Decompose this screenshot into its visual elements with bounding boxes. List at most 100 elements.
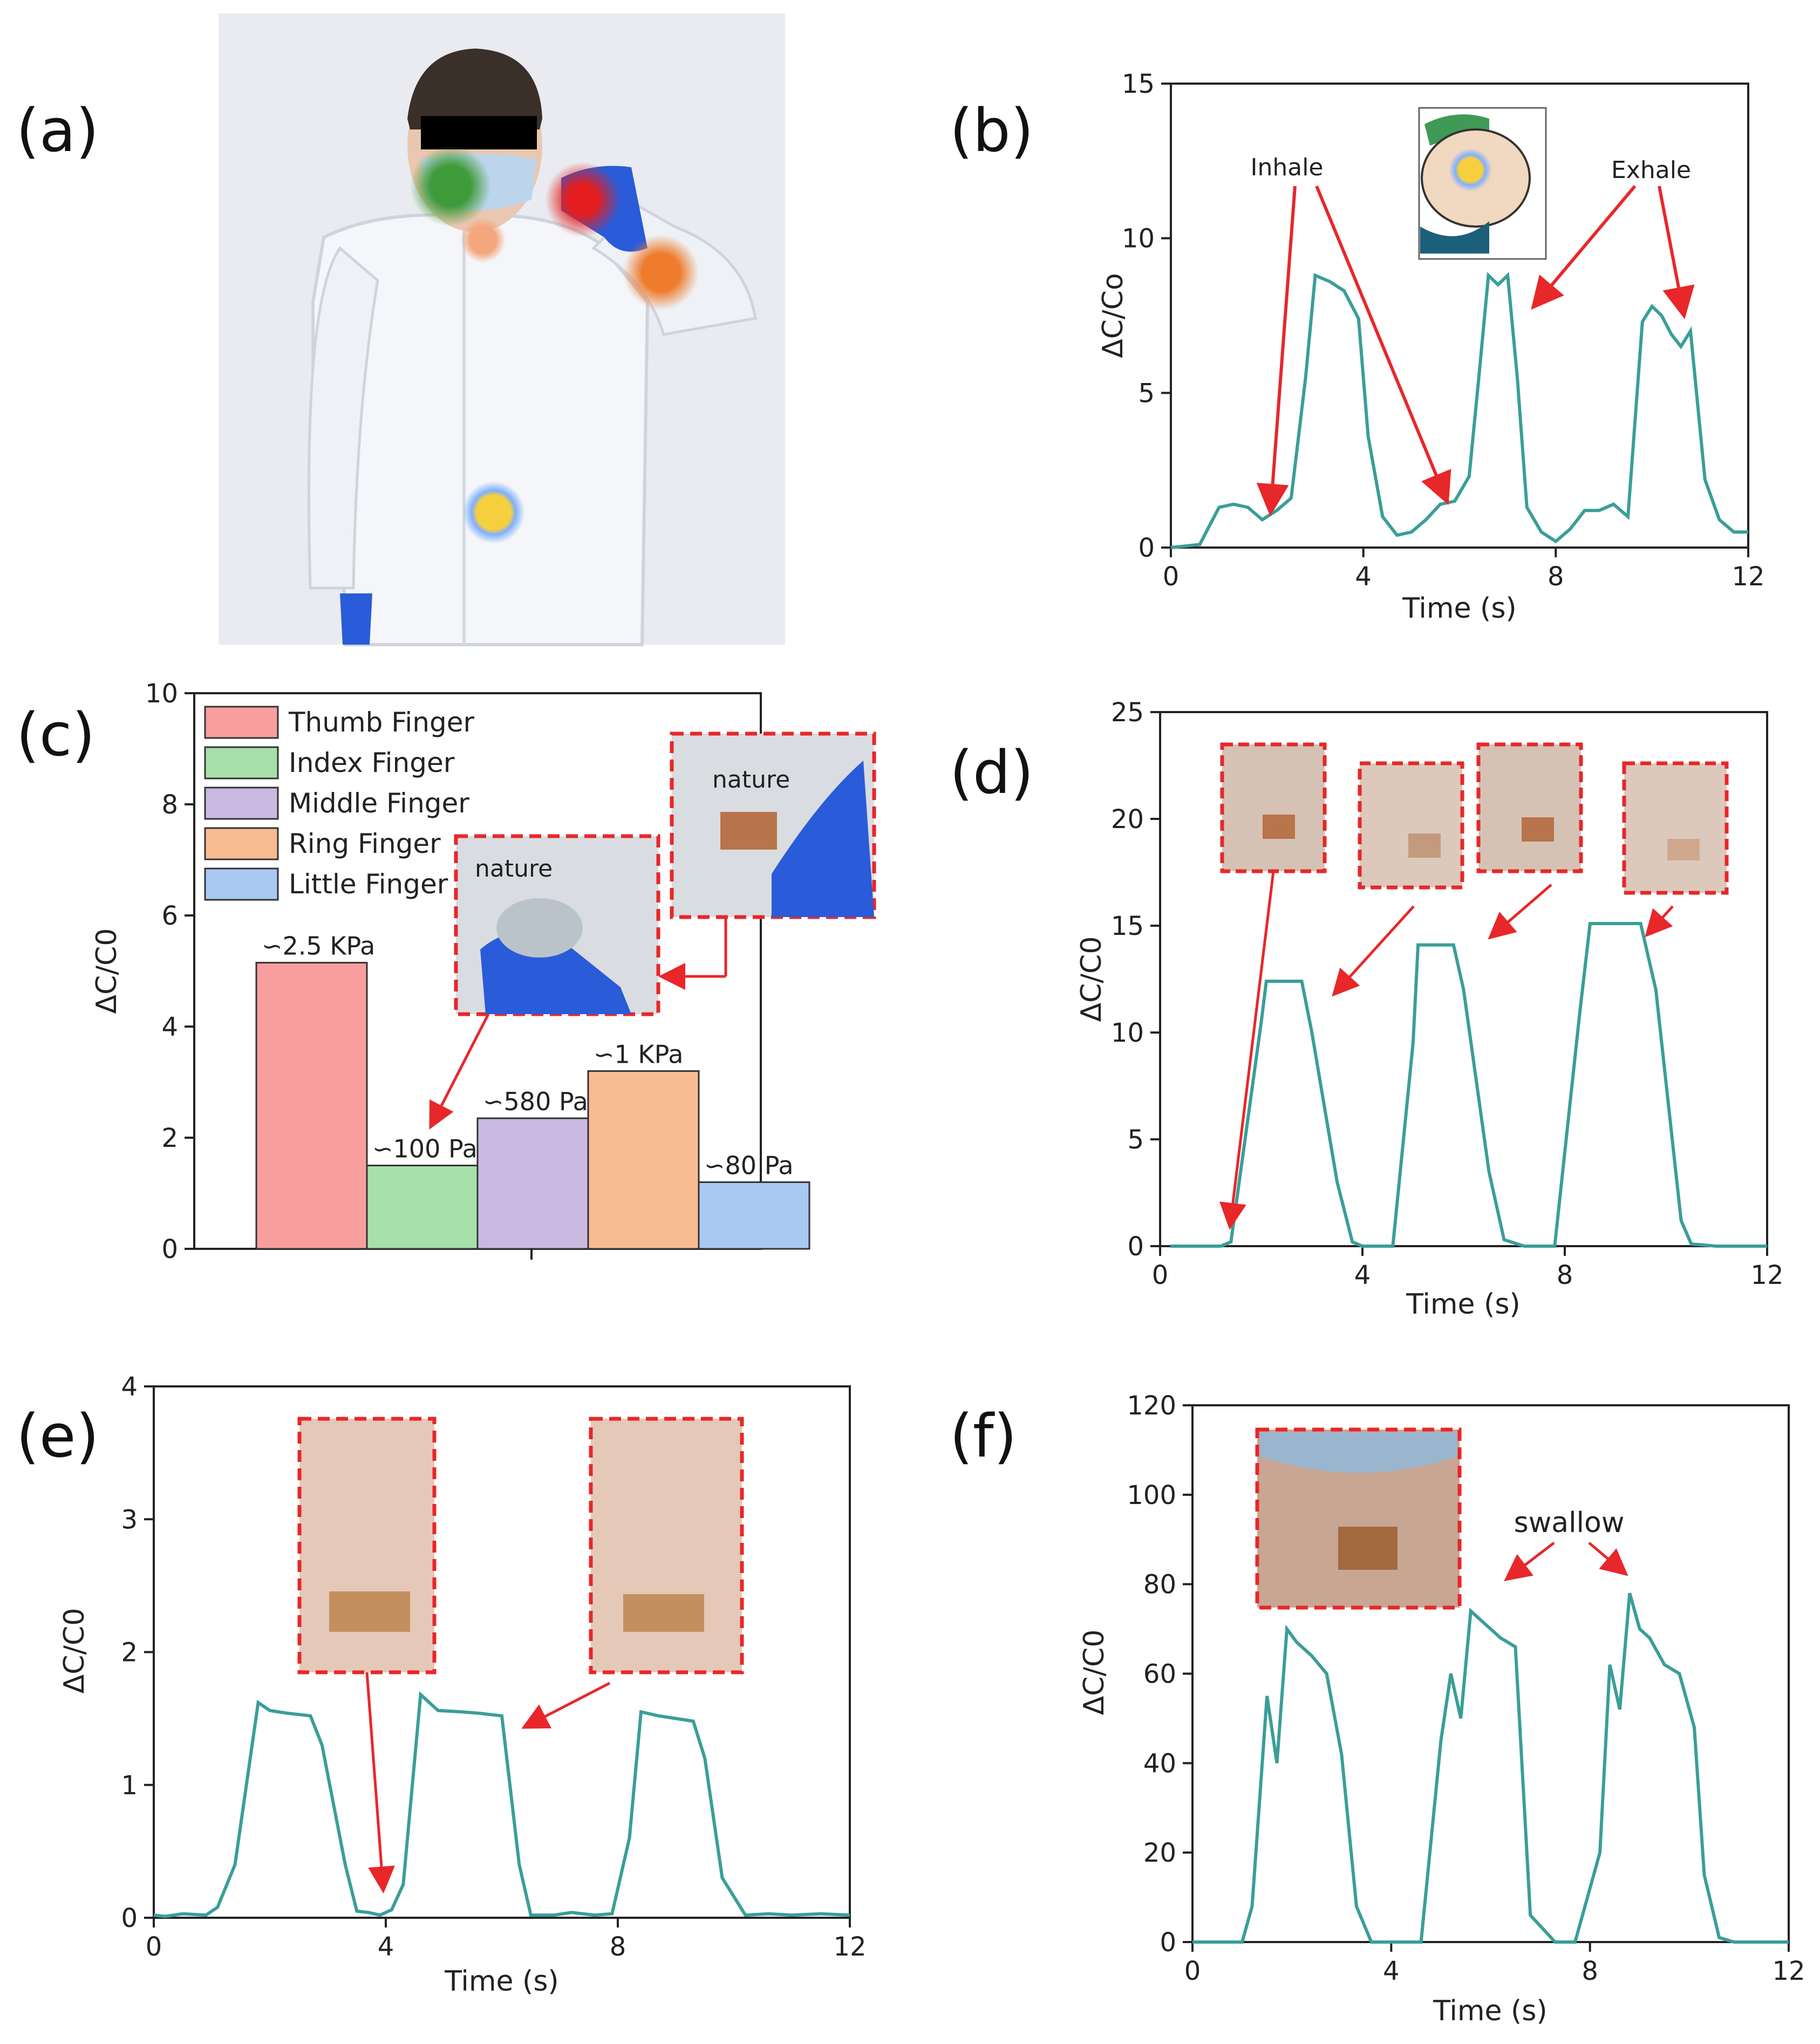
panel-label-f: (f) [950,1402,1017,1471]
bar [255,962,368,1250]
y-tick-label: 20 [1143,1838,1176,1868]
y-tick-label: 4 [121,1372,138,1402]
y-tick-label: 25 [1111,698,1144,728]
inset-photo-beaker: nature [454,834,660,1016]
sensor-dot-orange [623,235,699,310]
bar-label: ∽2.5 KPa [262,932,375,961]
arrow-inhale-1 [1256,186,1297,516]
sensor-dot-peach [460,217,506,263]
inset-photo-face-2 [1358,761,1464,890]
photo-text-nature-1: nature [475,855,553,883]
y-tick-label: 0 [121,1903,138,1933]
bar-label: ∽80 Pa [704,1151,794,1180]
annotation-inhale: Inhale [1250,154,1323,181]
x-tick-label: 0 [1163,562,1180,592]
y-tick-label: 1 [121,1770,138,1801]
legend-label: Index Finger [289,747,455,778]
y-tick-label: 6 [161,901,178,931]
y-tick-label: 4 [161,1012,178,1042]
y-tick-label: 15 [1111,911,1144,941]
arrow-exhale-2 [1658,186,1695,319]
x-ticks: 0 4 8 12 [1152,1246,1784,1290]
y-ticks: 0 2 4 6 8 10 [145,679,194,1264]
inset-photo-neck [1255,1427,1462,1610]
x-axis-title: Time (s) [444,1965,558,1998]
y-axis-title: ΔC/C0 [1075,936,1108,1022]
legend-swatch [204,706,279,739]
inset-photo-open-hand [297,1417,437,1674]
x-tick-label: 0 [146,1932,162,1962]
y-ticks: 0 20 40 60 80 100 120 [1127,1391,1192,1958]
legend-swatch [204,787,279,820]
sensor-dot-red [545,162,621,237]
y-tick-label: 120 [1127,1391,1176,1421]
arrow-swallow-2 [1588,1542,1628,1576]
x-tick-label: 12 [1772,1956,1805,1986]
x-tick-label: 0 [1152,1260,1169,1290]
y-tick-label: 40 [1143,1748,1176,1779]
y-tick-label: 0 [1138,533,1155,563]
panel-label-d: (d) [950,738,1034,807]
bars-group: ∽2.5 KPa ∽100 Pa∽580 Pa∽1 KPa ∽80 Pa [255,932,810,1250]
series-line [1170,922,1767,1248]
y-tick-label: 2 [121,1638,138,1668]
chart-jaw: 0 4 8 12 0 5 10 15 20 25 Time (s) ΔC/C0 [1075,698,1784,1321]
y-ticks: 0 1 2 3 4 [121,1372,154,1933]
x-tick-label: 4 [1383,1956,1400,1986]
x-tick-label: 8 [1582,1956,1598,1986]
coat-left-sleeve [307,246,379,590]
bar [698,1181,810,1250]
arrow-inhale-2 [1315,185,1451,505]
y-axis-title: ΔC/C0 [58,1608,91,1694]
y-axis-title: ΔC/C0 [91,928,123,1014]
plot-frame [153,1385,851,1919]
legend-label: Thumb Finger [288,707,474,738]
y-tick-label: 0 [1160,1927,1176,1958]
face-censor-bar [421,116,537,149]
panel-label-b: (b) [950,96,1034,165]
legend-swatch [204,746,279,780]
hair [407,49,542,129]
panel-label-e: (e) [16,1402,99,1471]
arrow-face-1 [1219,871,1275,1230]
x-tick-label: 8 [1557,1260,1573,1290]
x-ticks: 0 4 8 12 [1184,1942,1805,1986]
y-tick-label: 0 [161,1234,178,1264]
bar [587,1070,700,1250]
y-tick-label: 8 [161,790,178,820]
lower-glove [340,593,372,645]
annotation-exhale: Exhale [1611,156,1691,184]
bar [366,1165,479,1250]
series-line [1170,272,1748,549]
y-tick-label: 2 [161,1123,178,1153]
plot-frame [1170,83,1749,549]
inset-photo-sensor: nature [670,732,876,919]
inset-belly-cartoon [1418,107,1547,260]
x-axis-title: Time (s) [1402,592,1516,625]
annotation-swallow: swallow [1514,1507,1625,1539]
x-tick-label: 4 [378,1932,394,1962]
arrow-face-4 [1645,905,1674,938]
bar-label: ∽580 Pa [483,1087,588,1116]
x-axis-title: Time (s) [1433,1995,1547,2027]
legend: Thumb Finger Index Finger Middle Finger Rin… [204,706,474,901]
chart-swallow: 0 4 8 12 0 20 40 60 80 100 120 Time (s) ΔC/C0 swa… [1078,1391,1805,2027]
legend-label: Middle Finger [289,788,469,819]
y-tick-label: 60 [1143,1659,1176,1690]
plot-frame [1159,711,1768,1247]
x-tick-label: 12 [1732,562,1764,592]
x-tick-label: 4 [1354,1260,1371,1290]
arrow-face-3 [1488,884,1552,940]
sensor-dot-yellow [462,481,525,544]
y-tick-label: 0 [1127,1232,1144,1262]
series-line [153,1691,850,1918]
x-axis-title: Time (s) [1406,1288,1520,1321]
bar-label: ∽100 Pa [372,1134,478,1164]
arrow-open-hand [365,1672,395,1893]
sensor-dot-green [410,146,491,227]
bar [476,1117,589,1250]
panel-a-photo [219,13,785,646]
y-axis-title: ΔC/Co [1097,273,1129,358]
legend-swatch [204,867,279,901]
